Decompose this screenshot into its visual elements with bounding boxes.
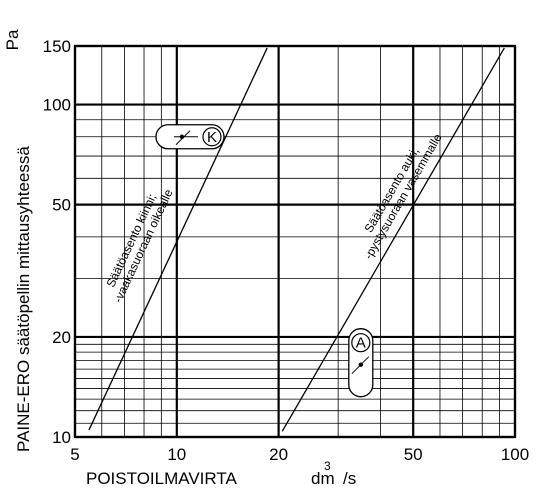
marker-pivot [358,362,364,367]
marker-letter-circle [202,127,222,147]
plot-frame [73,44,517,439]
plot-border [73,44,517,439]
x-tick-label: 50 [404,445,423,464]
y-axis-label: PAINE-ERO säätöpellin mittausyhteessä [14,146,33,452]
series-line [88,47,268,431]
series-lines [88,47,505,432]
annotation-line: -pystysuoraan vasemmalle [361,131,445,262]
y-axis-unit: Pa [3,29,22,50]
y-tick-label: 10 [52,428,71,447]
series-annotation: Säätöasento kiinni;-vaakasuoraan oikeall… [104,187,176,305]
series-line [281,47,505,432]
x-axis-unit-superscript: 3 [324,459,331,473]
x-tick-label: 10 [167,445,186,464]
y-tick-label: 20 [52,328,71,347]
y-tick-label: 50 [52,196,71,215]
markers: KA [155,124,374,398]
marker-pivot [179,134,185,139]
series-annotation: Säätöasento auki;-pystysuoraan vasemmall… [361,131,445,262]
x-axis-unit: dm [311,469,335,488]
marker-letter-circle [351,333,371,353]
valve-marker-k: K [155,124,225,150]
x-tick-label: 5 [70,445,79,464]
annotations: Säätöasento kiinni;-vaakasuoraan oikeall… [104,131,445,305]
marker-letter: K [207,129,217,146]
x-axis-unit-tail: /s [343,469,356,488]
y-tick-label: 100 [43,96,71,115]
y-tick-label: 150 [43,37,71,56]
marker-letter: A [356,335,366,352]
x-tick-label: 100 [501,445,529,464]
valve-marker-a: A [348,328,374,398]
x-axis-label: POISTOILMAVIRTA [86,469,237,488]
x-tick-label: 20 [269,445,288,464]
